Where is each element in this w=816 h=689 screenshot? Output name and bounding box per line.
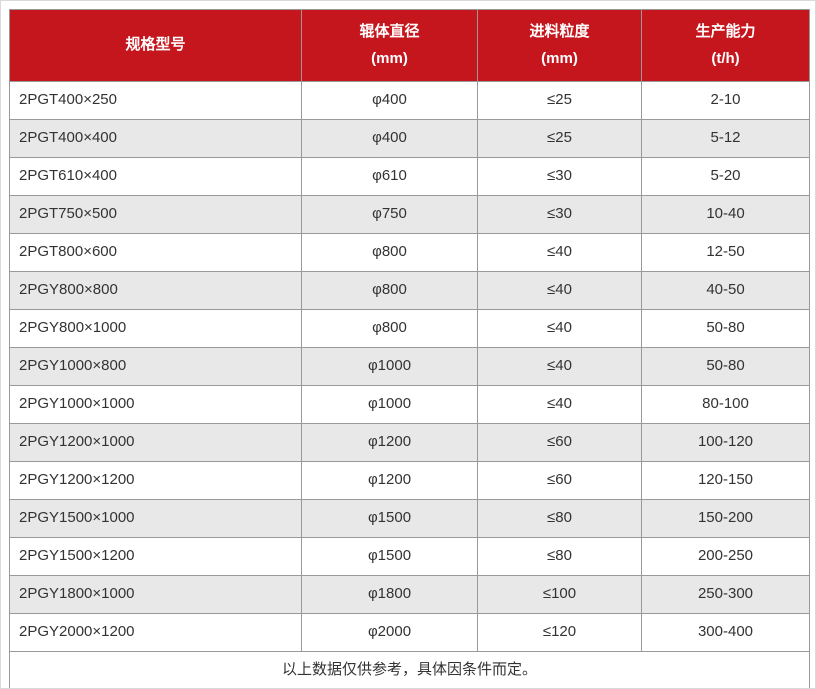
cell-feed-size: ≤40	[477, 347, 642, 386]
cell-model: 2PGY1500×1200	[9, 537, 302, 576]
table-row: 2PGY1500×1200 φ1500 ≤80 200-250	[9, 537, 810, 576]
cell-roller-diameter: φ400	[301, 81, 478, 120]
cell-feed-size: ≤40	[477, 385, 642, 424]
table-row: 2PGY1500×1000 φ1500 ≤80 150-200	[9, 499, 810, 538]
cell-roller-diameter: φ610	[301, 157, 478, 196]
cell-model: 2PGY800×800	[9, 271, 302, 310]
table-row: 2PGT610×400 φ610 ≤30 5-20	[9, 157, 810, 196]
cell-model: 2PGT610×400	[9, 157, 302, 196]
cell-roller-diameter: φ800	[301, 233, 478, 272]
table-row: 2PGT750×500 φ750 ≤30 10-40	[9, 195, 810, 234]
cell-feed-size: ≤25	[477, 119, 642, 158]
table-row: 2PGY1200×1000 φ1200 ≤60 100-120	[9, 423, 810, 462]
cell-roller-diameter: φ1500	[301, 537, 478, 576]
cell-roller-diameter: φ1000	[301, 385, 478, 424]
footer-note: 以上数据仅供参考，具体因条件而定。	[9, 651, 810, 688]
cell-capacity: 40-50	[641, 271, 810, 310]
cell-capacity: 2-10	[641, 81, 810, 120]
footer-row: 以上数据仅供参考，具体因条件而定。	[9, 651, 810, 688]
cell-model: 2PGY1000×1000	[9, 385, 302, 424]
cell-model: 2PGY1200×1000	[9, 423, 302, 462]
header-model-label: 规格型号	[125, 36, 186, 54]
cell-model: 2PGT800×600	[9, 233, 302, 272]
cell-model: 2PGT750×500	[9, 195, 302, 234]
cell-roller-diameter: φ1200	[301, 461, 478, 500]
cell-capacity: 50-80	[641, 309, 810, 348]
cell-model: 2PGY1000×800	[9, 347, 302, 386]
cell-model: 2PGY1200×1200	[9, 461, 302, 500]
cell-feed-size: ≤30	[477, 157, 642, 196]
cell-capacity: 12-50	[641, 233, 810, 272]
cell-roller-diameter: φ2000	[301, 613, 478, 652]
table-row: 2PGY1000×800 φ1000 ≤40 50-80	[9, 347, 810, 386]
cell-capacity: 250-300	[641, 575, 810, 614]
table-row: 2PGT400×250 φ400 ≤25 2-10	[9, 81, 810, 120]
cell-model: 2PGY1500×1000	[9, 499, 302, 538]
header-roller-diameter-label: 辊体直径	[359, 22, 420, 40]
cell-capacity: 150-200	[641, 499, 810, 538]
table-row: 2PGY2000×1200 φ2000 ≤120 300-400	[9, 613, 810, 652]
cell-roller-diameter: φ750	[301, 195, 478, 234]
table-row: 2PGT800×600 φ800 ≤40 12-50	[9, 233, 810, 272]
table-row: 2PGY1200×1200 φ1200 ≤60 120-150	[9, 461, 810, 500]
cell-feed-size: ≤60	[477, 461, 642, 500]
header-row: 规格型号 辊体直径 (mm) 进料粒度 (mm) 生产能力 (t/h)	[9, 9, 810, 82]
table-footer: 以上数据仅供参考，具体因条件而定。	[9, 651, 810, 688]
cell-model: 2PGT400×400	[9, 119, 302, 158]
header-capacity-unit: (t/h)	[711, 50, 740, 67]
table-row: 2PGY800×1000 φ800 ≤40 50-80	[9, 309, 810, 348]
cell-capacity: 5-12	[641, 119, 810, 158]
header-roller-diameter-unit: (mm)	[371, 50, 408, 67]
cell-feed-size: ≤40	[477, 271, 642, 310]
cell-roller-diameter: φ400	[301, 119, 478, 158]
cell-roller-diameter: φ800	[301, 309, 478, 348]
table-body: 2PGT400×250 φ400 ≤25 2-10 2PGT400×400 φ4…	[9, 81, 810, 652]
roller-crusher-spec-table: 规格型号 辊体直径 (mm) 进料粒度 (mm) 生产能力 (t/h) 2PGT…	[9, 9, 810, 688]
cell-feed-size: ≤120	[477, 613, 642, 652]
table-row: 2PGT400×400 φ400 ≤25 5-12	[9, 119, 810, 158]
cell-roller-diameter: φ1000	[301, 347, 478, 386]
cell-feed-size: ≤30	[477, 195, 642, 234]
table-row: 2PGY1800×1000 φ1800 ≤100 250-300	[9, 575, 810, 614]
cell-model: 2PGT400×250	[9, 81, 302, 120]
cell-roller-diameter: φ800	[301, 271, 478, 310]
table-row: 2PGY1000×1000 φ1000 ≤40 80-100	[9, 385, 810, 424]
table-row: 2PGY800×800 φ800 ≤40 40-50	[9, 271, 810, 310]
table-header: 规格型号 辊体直径 (mm) 进料粒度 (mm) 生产能力 (t/h)	[9, 9, 810, 82]
cell-roller-diameter: φ1500	[301, 499, 478, 538]
cell-capacity: 10-40	[641, 195, 810, 234]
header-feed-size-label: 进料粒度	[529, 22, 590, 40]
cell-feed-size: ≤60	[477, 423, 642, 462]
cell-capacity: 100-120	[641, 423, 810, 462]
cell-model: 2PGY2000×1200	[9, 613, 302, 652]
cell-roller-diameter: φ1800	[301, 575, 478, 614]
cell-capacity: 120-150	[641, 461, 810, 500]
cell-capacity: 80-100	[641, 385, 810, 424]
cell-feed-size: ≤80	[477, 499, 642, 538]
cell-feed-size: ≤80	[477, 537, 642, 576]
header-capacity: 生产能力 (t/h)	[641, 9, 810, 82]
cell-capacity: 200-250	[641, 537, 810, 576]
header-feed-size: 进料粒度 (mm)	[477, 9, 642, 82]
cell-model: 2PGY800×1000	[9, 309, 302, 348]
cell-capacity: 300-400	[641, 613, 810, 652]
cell-feed-size: ≤40	[477, 233, 642, 272]
header-capacity-label: 生产能力	[695, 22, 756, 40]
cell-roller-diameter: φ1200	[301, 423, 478, 462]
header-feed-size-unit: (mm)	[541, 50, 578, 67]
cell-model: 2PGY1800×1000	[9, 575, 302, 614]
cell-capacity: 50-80	[641, 347, 810, 386]
cell-feed-size: ≤100	[477, 575, 642, 614]
header-model: 规格型号	[9, 9, 302, 82]
cell-feed-size: ≤40	[477, 309, 642, 348]
header-roller-diameter: 辊体直径 (mm)	[301, 9, 478, 82]
cell-capacity: 5-20	[641, 157, 810, 196]
cell-feed-size: ≤25	[477, 81, 642, 120]
